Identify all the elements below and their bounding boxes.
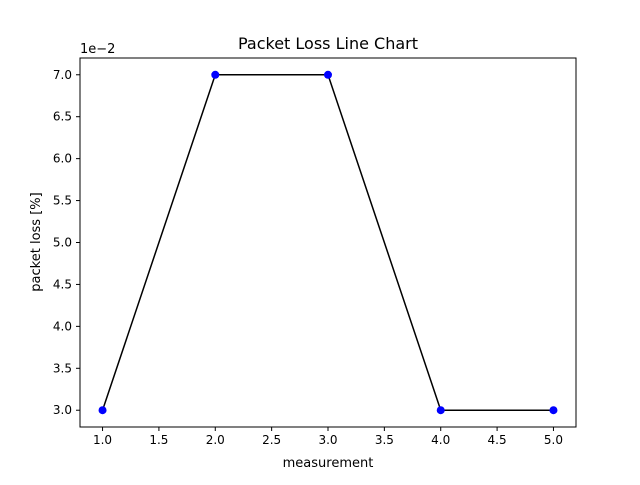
x-tick-label: 2.0 — [206, 433, 225, 447]
data-point — [549, 406, 558, 415]
data-point — [436, 406, 445, 415]
y-tick-label: 6.0 — [53, 152, 72, 166]
x-tick-label: 4.5 — [488, 433, 507, 447]
y-tick-label: 3.0 — [53, 403, 72, 417]
y-tick-label: 7.0 — [53, 68, 72, 82]
y-offset-label: 1e−2 — [80, 42, 115, 57]
x-axis-label: measurement — [283, 456, 374, 471]
x-tick-label: 5.0 — [544, 433, 563, 447]
y-tick-label: 3.5 — [53, 361, 72, 375]
y-tick-label: 6.5 — [53, 110, 72, 124]
series-plot — [98, 70, 558, 415]
plot-frame — [79, 57, 577, 428]
y-axis-label: packet loss [%] — [29, 192, 44, 291]
x-tick-label: 2.5 — [262, 433, 281, 447]
chart-title: Packet Loss Line Chart — [238, 34, 418, 53]
y-tick-label: 5.0 — [53, 236, 72, 250]
x-tick-label: 3.0 — [318, 433, 337, 447]
y-tick-label: 5.5 — [53, 194, 72, 208]
x-tick-label: 4.0 — [431, 433, 450, 447]
x-tick-label: 3.5 — [375, 433, 394, 447]
axis-ticks: 1.0 1.5 2.0 2.5 3.0 3.5 4.0 4.5 5.0 3.0 3.5 4.0 4.5 5… — [53, 68, 563, 447]
x-tick-label: 1.5 — [149, 433, 168, 447]
data-point — [98, 406, 107, 415]
x-tick-label: 1.0 — [93, 433, 112, 447]
y-tick-label: 4.0 — [53, 319, 72, 333]
data-point — [324, 70, 332, 79]
y-tick-label: 4.5 — [53, 277, 72, 291]
data-point — [211, 70, 220, 79]
